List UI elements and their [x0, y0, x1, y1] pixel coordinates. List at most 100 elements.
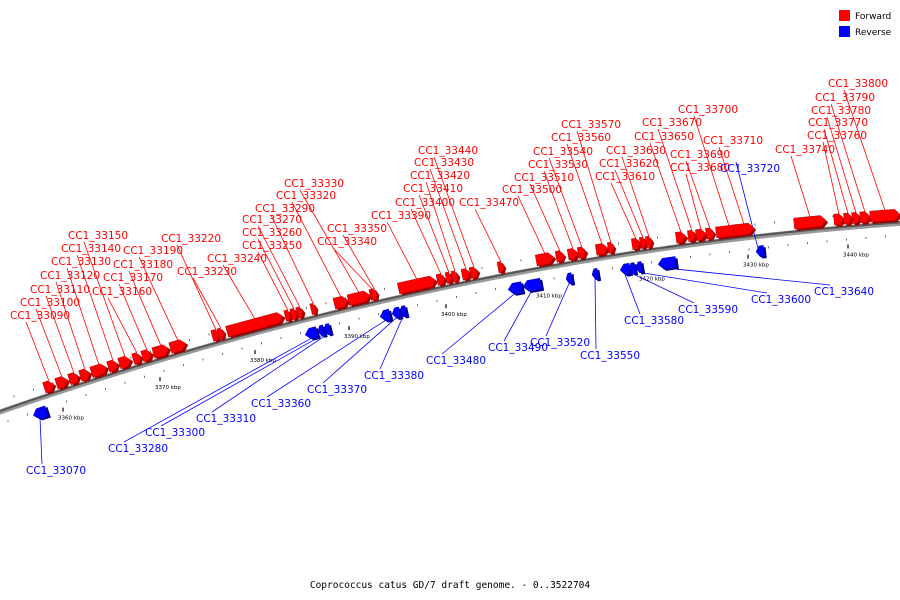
gene-CC1_33740[interactable] [793, 215, 829, 231]
forward-gene-arrow[interactable] [106, 359, 120, 373]
gene-label[interactable]: CC1_33230 [177, 266, 237, 278]
gene-CC1_33330[interactable] [346, 289, 373, 308]
forward-gene-arrow[interactable] [450, 270, 459, 283]
gene-CC1_33420[interactable] [450, 270, 461, 284]
forward-gene-arrow[interactable] [168, 338, 187, 354]
gene-label[interactable]: CC1_33330 [284, 178, 344, 190]
gene-label[interactable]: CC1_33350 [327, 223, 387, 235]
gene-label[interactable]: CC1_33620 [599, 158, 659, 170]
gene-label[interactable]: CC1_33480 [426, 355, 486, 367]
forward-gene-arrow[interactable] [594, 243, 609, 256]
gene-label[interactable]: CC1_33360 [251, 398, 311, 410]
gene-CC1_33400[interactable] [435, 273, 448, 288]
forward-gene-arrow[interactable] [733, 222, 755, 236]
gene-CC1_33310[interactable] [323, 323, 334, 338]
forward-gene-arrow[interactable] [833, 213, 845, 226]
gene-label[interactable]: CC1_33770 [808, 117, 868, 129]
gene-CC1_33320[interactable] [332, 295, 352, 311]
forward-gene-arrow[interactable] [295, 306, 305, 319]
gene-CC1_33150[interactable] [117, 354, 135, 371]
forward-gene-arrow[interactable] [225, 311, 285, 338]
gene-CC1_33540[interactable] [576, 246, 589, 261]
gene-CC1_33110[interactable] [67, 371, 83, 387]
gene-CC1_33070[interactable] [32, 405, 51, 422]
gene-label[interactable]: CC1_33540 [533, 146, 593, 158]
forward-gene-arrow[interactable] [606, 241, 615, 254]
gene-label[interactable]: CC1_33100 [20, 297, 80, 309]
gene-label[interactable]: CC1_33370 [307, 384, 367, 396]
reverse-gene-arrow[interactable] [304, 326, 319, 341]
gene-label[interactable]: CC1_33310 [196, 413, 256, 425]
forward-gene-arrow[interactable] [435, 273, 446, 286]
gene-CC1_33710[interactable] [733, 222, 757, 238]
gene-CC1_33720[interactable] [755, 245, 767, 259]
gene-CC1_33380[interactable] [399, 305, 410, 319]
gene-CC1_33560[interactable] [594, 242, 611, 258]
gene-CC1_33270[interactable] [295, 306, 307, 321]
forward-gene-arrow[interactable] [695, 228, 707, 241]
forward-gene-arrow[interactable] [54, 375, 70, 390]
gene-label[interactable]: CC1_33090 [10, 310, 70, 322]
gene-label[interactable]: CC1_33790 [815, 92, 875, 104]
forward-gene-arrow[interactable] [705, 227, 715, 240]
forward-gene-arrow[interactable] [140, 348, 154, 363]
gene-CC1_33240[interactable] [225, 311, 287, 339]
gene-CC1_33630[interactable] [645, 236, 655, 250]
gene-label[interactable]: CC1_33690 [670, 149, 730, 161]
forward-gene-arrow[interactable] [117, 355, 133, 370]
gene-label[interactable]: CC1_33530 [528, 159, 588, 171]
reverse-gene-arrow[interactable] [32, 405, 49, 421]
gene-CC1_33760[interactable] [833, 213, 847, 228]
forward-gene-arrow[interactable] [309, 303, 318, 316]
gene-CC1_33290[interactable] [309, 302, 320, 317]
gene-label[interactable]: CC1_33650 [634, 131, 694, 143]
reverse-gene-arrow[interactable] [619, 262, 632, 276]
gene-CC1_33140[interactable] [106, 358, 122, 374]
forward-gene-arrow[interactable] [566, 248, 579, 261]
gene-label[interactable]: CC1_33500 [502, 184, 562, 196]
reverse-gene-arrow[interactable] [628, 262, 637, 275]
forward-gene-arrow[interactable] [131, 352, 143, 365]
reverse-gene-arrow[interactable] [522, 277, 543, 292]
forward-gene-arrow[interactable] [869, 209, 900, 223]
gene-label[interactable]: CC1_33710 [703, 135, 763, 147]
forward-gene-arrow[interactable] [78, 368, 92, 382]
forward-gene-arrow[interactable] [460, 268, 471, 281]
reverse-gene-arrow[interactable] [317, 324, 326, 337]
gene-label[interactable]: CC1_33410 [403, 183, 463, 195]
gene-label[interactable]: CC1_33150 [68, 230, 128, 242]
gene-label[interactable]: CC1_33250 [242, 240, 302, 252]
gene-CC1_33620[interactable] [638, 236, 649, 251]
forward-gene-arrow[interactable] [496, 261, 505, 274]
gene-CC1_33440[interactable] [468, 266, 481, 281]
gene-label[interactable]: CC1_33400 [395, 197, 455, 209]
gene-label[interactable]: CC1_33760 [807, 130, 867, 142]
forward-gene-arrow[interactable] [859, 211, 871, 224]
forward-gene-arrow[interactable] [444, 271, 453, 284]
gene-CC1_33500[interactable] [534, 251, 557, 268]
gene-CC1_33230[interactable] [216, 327, 228, 342]
forward-gene-arrow[interactable] [216, 327, 226, 340]
reverse-gene-arrow[interactable] [507, 281, 524, 295]
gene-label[interactable]: CC1_33680 [670, 162, 730, 174]
reverse-gene-arrow[interactable] [591, 268, 600, 280]
forward-gene-arrow[interactable] [397, 275, 436, 295]
reverse-gene-arrow[interactable] [565, 272, 574, 285]
forward-gene-arrow[interactable] [89, 362, 109, 378]
forward-gene-arrow[interactable] [67, 371, 81, 386]
gene-label[interactable]: CC1_33550 [580, 350, 640, 362]
gene-label[interactable]: CC1_33300 [145, 427, 205, 439]
reverse-gene-arrow[interactable] [755, 245, 765, 258]
gene-label[interactable]: CC1_33520 [530, 337, 590, 349]
gene-CC1_33390[interactable] [397, 275, 439, 296]
gene-label[interactable]: CC1_33110 [30, 284, 90, 296]
gene-label[interactable]: CC1_33320 [276, 190, 336, 202]
gene-CC1_33650[interactable] [675, 231, 689, 246]
gene-CC1_33640[interactable] [657, 256, 679, 272]
gene-CC1_33280[interactable] [304, 326, 321, 342]
forward-gene-arrow[interactable] [645, 236, 653, 248]
gene-CC1_33550[interactable] [591, 268, 602, 282]
gene-CC1_33300[interactable] [317, 324, 328, 339]
gene-CC1_33180[interactable] [151, 343, 173, 361]
gene-label[interactable]: CC1_33490 [488, 342, 548, 354]
